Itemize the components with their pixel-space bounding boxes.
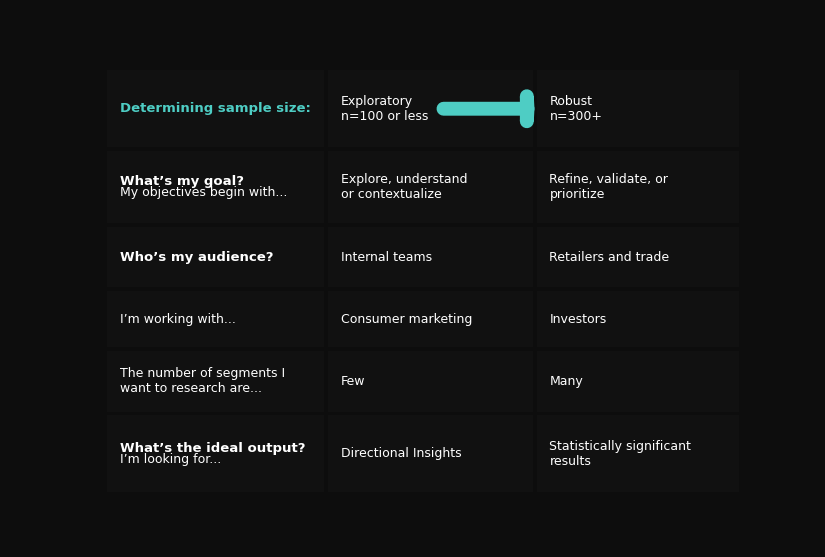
Text: Refine, validate, or
prioritize: Refine, validate, or prioritize (549, 173, 668, 201)
Text: The number of segments I
want to research are...: The number of segments I want to researc… (120, 368, 285, 395)
FancyBboxPatch shape (107, 416, 324, 492)
Text: Few: Few (341, 375, 365, 388)
Text: Retailers and trade: Retailers and trade (549, 251, 670, 264)
FancyBboxPatch shape (328, 416, 533, 492)
Text: Who’s my audience?: Who’s my audience? (120, 251, 273, 264)
Text: Robust
n=300+: Robust n=300+ (549, 95, 602, 123)
Text: Internal teams: Internal teams (341, 251, 432, 264)
Text: What’s my goal?: What’s my goal? (120, 175, 243, 188)
FancyBboxPatch shape (328, 291, 533, 348)
Text: Directional Insights: Directional Insights (341, 447, 462, 460)
FancyBboxPatch shape (328, 351, 533, 412)
Text: My objectives begin with...: My objectives begin with... (120, 186, 287, 199)
FancyBboxPatch shape (536, 70, 738, 147)
FancyBboxPatch shape (536, 416, 738, 492)
FancyBboxPatch shape (107, 227, 324, 287)
FancyBboxPatch shape (328, 70, 533, 147)
FancyBboxPatch shape (107, 151, 324, 223)
FancyBboxPatch shape (107, 351, 324, 412)
Text: I’m looking for...: I’m looking for... (120, 452, 221, 466)
Text: Explore, understand
or contextualize: Explore, understand or contextualize (341, 173, 468, 201)
Text: Determining sample size:: Determining sample size: (120, 102, 311, 115)
Text: Exploratory
n=100 or less: Exploratory n=100 or less (341, 95, 428, 123)
FancyBboxPatch shape (536, 291, 738, 348)
FancyBboxPatch shape (107, 291, 324, 348)
FancyBboxPatch shape (328, 227, 533, 287)
Text: Investors: Investors (549, 313, 606, 326)
FancyBboxPatch shape (536, 151, 738, 223)
Text: Statistically significant
results: Statistically significant results (549, 440, 691, 468)
Text: Many: Many (549, 375, 583, 388)
FancyBboxPatch shape (536, 351, 738, 412)
Text: What’s the ideal output?: What’s the ideal output? (120, 442, 305, 455)
FancyBboxPatch shape (328, 151, 533, 223)
Text: I’m working with...: I’m working with... (120, 313, 236, 326)
FancyBboxPatch shape (107, 70, 324, 147)
FancyBboxPatch shape (536, 227, 738, 287)
Text: Consumer marketing: Consumer marketing (341, 313, 473, 326)
